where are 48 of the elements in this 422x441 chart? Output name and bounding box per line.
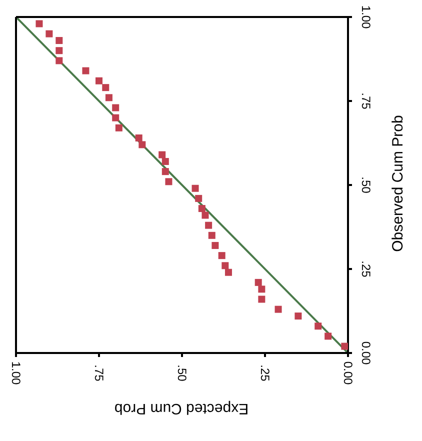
x-tick-label: .25 [258, 364, 272, 382]
point [102, 84, 110, 92]
point [56, 47, 63, 54]
point [135, 134, 142, 142]
y-tick-label: .25 [359, 260, 373, 278]
point [96, 77, 102, 84]
point [222, 262, 229, 270]
point [158, 151, 166, 158]
x-tick-label: .50 [175, 364, 189, 382]
point [212, 242, 219, 249]
x-tick-label: 1.00 [9, 361, 23, 385]
x-axis-title: Expected Cum Prob [113, 400, 250, 417]
y-tick-label: 1.00 [359, 5, 373, 29]
point [165, 178, 172, 186]
point [115, 124, 122, 132]
point [36, 20, 43, 28]
point [314, 322, 322, 330]
point [341, 342, 348, 350]
y-tick-label: 0.00 [359, 341, 373, 365]
point [162, 168, 169, 176]
point [56, 37, 63, 44]
point [205, 222, 212, 229]
y-tick-label: .75 [359, 92, 373, 110]
point [112, 104, 120, 112]
point [192, 184, 199, 192]
point [208, 232, 216, 239]
point [294, 312, 302, 320]
point [195, 194, 202, 202]
point [224, 268, 232, 276]
point [56, 57, 63, 64]
point [82, 67, 90, 74]
point [162, 158, 169, 165]
point [258, 296, 266, 303]
y-axis-title: Observed Cum Prob [390, 114, 406, 254]
point [258, 286, 266, 293]
point [105, 94, 112, 102]
point [202, 212, 209, 219]
point [138, 141, 146, 148]
x-tick-label: 0.00 [341, 361, 355, 385]
point [198, 205, 206, 212]
point [218, 252, 226, 260]
point [254, 278, 262, 286]
y-tick-label: .50 [359, 176, 373, 194]
point [46, 30, 53, 38]
x-tick-label: .75 [92, 364, 106, 382]
point [112, 114, 120, 122]
point [324, 332, 332, 340]
point [274, 306, 282, 313]
